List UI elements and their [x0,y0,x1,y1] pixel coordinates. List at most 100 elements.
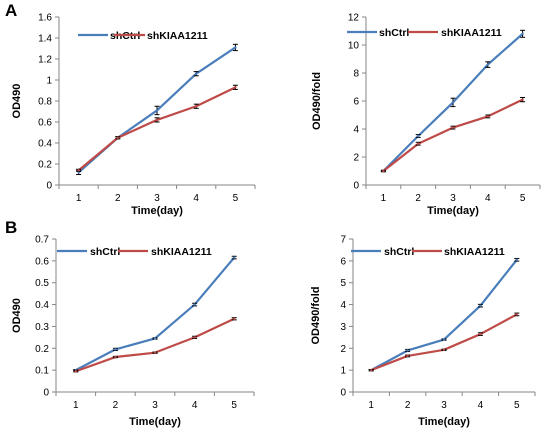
y-tick-label: 0.2 [35,344,49,355]
x-tick-label: 2 [415,193,421,204]
y-tick-label: 0 [43,388,49,399]
x-axis-title: Time(day) [427,205,479,217]
y-tick-label: 0 [353,181,359,192]
y-axis-title: OD490 [11,298,23,333]
y-tick-label: 0.6 [35,256,49,267]
y-tick-label: 3 [340,322,346,333]
legend-label-shkiaa1211: shKIAA1211 [147,30,208,42]
y-tick-label: 1.6 [38,13,52,24]
data-point-shctrl [406,349,409,352]
x-tick-label: 4 [485,193,491,204]
data-point-shkiaa1211 [195,105,198,108]
y-tick-label: 4 [353,125,359,136]
x-tick-label: 2 [115,193,121,204]
y-tick-label: 6 [353,97,359,108]
legend-label-shkiaa1211: shKIAA1211 [441,27,502,39]
data-point-shkiaa1211 [442,348,446,352]
x-tick-label: 1 [381,193,387,204]
y-tick-label: 0 [340,388,346,399]
y-tick-label: 0.8 [38,97,52,108]
data-point-shkiaa1211 [233,317,236,320]
y-tick-label: 5 [340,278,346,289]
y-tick-label: 0.5 [35,278,49,289]
data-point-shctrl [451,101,455,104]
x-tick-label: 2 [405,400,411,411]
data-point-shctrl [486,63,489,66]
x-tick-label: 4 [192,400,198,411]
x-axis-title: Time(day) [418,416,470,428]
y-tick-label: 4 [340,300,346,311]
y-tick-label: 8 [353,69,359,80]
data-point-shctrl [193,303,196,306]
x-tick-label: 3 [152,400,158,411]
x-tick-label: 4 [193,193,199,204]
chart-b-right-od490-fold: 0 1 2 3 4 5 6 7 1 2 3 4 5 Time(day) OD490/fold shCtrl sh… [310,235,536,428]
data-point-shkiaa1211 [370,368,373,372]
y-axis-title: OD490 [11,84,23,119]
data-point-shctrl [479,304,482,307]
data-point-shkiaa1211 [521,98,524,101]
x-tick-label: 3 [450,193,456,204]
series-line-shkiaa1211 [75,317,235,373]
x-tick-label: 4 [478,400,484,411]
x-tick-label: 5 [233,193,239,204]
y-tick-label: 1 [46,76,52,87]
y-tick-label: 0.7 [35,235,49,246]
y-tick-label: 0 [46,181,52,192]
data-point-shkiaa1211 [486,115,489,118]
chart-a-left-od490: 0 0.2 0.4 0.6 0.8 1 1.2 1.4 1.6 1 2 3 4 5 Time(day) OD4… [11,13,256,217]
data-point-shctrl [417,134,420,138]
data-point-shkiaa1211 [153,351,157,354]
data-point-shctrl [234,46,237,49]
series-line-shkiaa1211 [370,313,518,372]
y-tick-label: 7 [340,235,346,246]
data-point-shkiaa1211 [74,370,78,373]
y-tick-label: 0.2 [38,160,52,171]
data-point-shkiaa1211 [515,313,518,316]
data-point-shkiaa1211 [382,169,385,173]
data-point-shkiaa1211 [116,136,120,139]
x-tick-label: 5 [231,400,237,411]
data-point-shctrl [442,338,446,341]
data-point-shctrl [153,337,157,340]
legend-label-shkiaa1211: shKIAA1211 [444,246,505,258]
y-axis-title: OD490/fold [310,286,322,344]
y-tick-label: 2 [353,153,359,164]
panel-label-a: A [5,1,17,20]
x-tick-label: 5 [520,193,526,204]
data-point-shkiaa1211 [234,86,237,89]
y-tick-label: 0.3 [35,322,49,333]
data-point-shkiaa1211 [451,126,455,129]
y-tick-label: 0.1 [35,366,49,377]
x-axis-title: Time(day) [129,416,181,428]
y-tick-label: 2 [340,344,346,355]
y-axis-title: OD490/fold [311,72,323,130]
data-point-shctrl [114,348,117,351]
y-tick-label: 0.4 [38,139,52,150]
series-line-shkiaa1211 [382,98,524,172]
x-tick-label: 3 [154,193,160,204]
legend-label-shctrl: shCtrl [379,27,409,39]
x-tick-label: 1 [73,400,79,411]
data-point-shctrl [233,256,236,259]
series-line-shctrl [370,259,518,372]
series-line-shkiaa1211 [77,86,236,172]
legend-label-shctrl: shCtrl [90,246,120,258]
panel-label-b: B [5,218,17,237]
data-point-shkiaa1211 [417,142,420,145]
x-tick-label: 5 [514,400,520,411]
data-point-shkiaa1211 [77,169,80,172]
data-point-shctrl [195,72,198,75]
data-point-shctrl [155,109,159,112]
data-point-shkiaa1211 [406,354,409,358]
y-tick-label: 12 [348,13,360,24]
data-point-shctrl [521,32,524,35]
data-point-shkiaa1211 [114,355,117,359]
y-tick-label: 0.4 [35,300,49,311]
x-tick-label: 1 [368,400,374,411]
x-tick-label: 1 [76,193,82,204]
legend-label-shctrl: shCtrl [384,246,414,258]
y-tick-label: 6 [340,256,346,267]
